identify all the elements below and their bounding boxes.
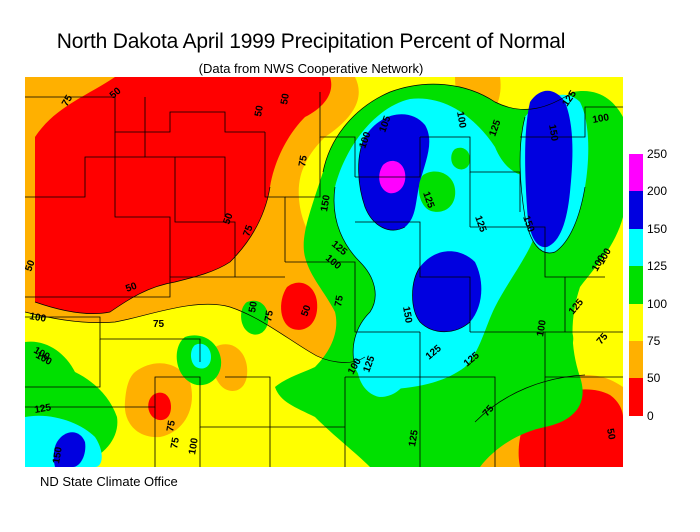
red-region-southwest bbox=[148, 392, 171, 421]
contour-lines bbox=[25, 83, 586, 423]
contour-label: 150 bbox=[51, 446, 65, 465]
county-line bbox=[225, 376, 345, 428]
county-line bbox=[419, 332, 496, 422]
legend-bands bbox=[629, 154, 643, 416]
county-line bbox=[520, 106, 623, 138]
legend-tick: 150 bbox=[647, 222, 667, 236]
legend-band-125-150 bbox=[629, 229, 643, 266]
map-title: North Dakota April 1999 Precipitation Pe… bbox=[56, 30, 566, 53]
cyan-region-central-small bbox=[190, 343, 211, 369]
county-line bbox=[114, 132, 171, 277]
legend-tick: 0 bbox=[647, 409, 654, 423]
blue-region-southwest bbox=[53, 432, 86, 467]
contour-label: 75 bbox=[165, 419, 178, 432]
contour-label: 75 bbox=[263, 309, 276, 322]
contour-label: 75 bbox=[333, 294, 346, 307]
legend-band-150-200 bbox=[629, 191, 643, 229]
contour-label: 50 bbox=[279, 92, 292, 105]
legend-band-0-50 bbox=[629, 378, 643, 416]
legend-tick: 100 bbox=[647, 297, 667, 311]
county-line bbox=[470, 331, 623, 378]
red-region-central bbox=[281, 282, 318, 330]
green-spot-central bbox=[418, 171, 456, 212]
contour-line bbox=[412, 266, 471, 333]
contour-label: 150 bbox=[400, 306, 414, 325]
contour-line bbox=[474, 374, 586, 423]
blue-region-east bbox=[525, 90, 573, 248]
contour-label: 50 bbox=[299, 303, 313, 318]
county-line bbox=[144, 97, 226, 217]
county-line bbox=[285, 137, 321, 198]
county-line bbox=[25, 376, 270, 428]
contour-label: 150 bbox=[546, 124, 560, 143]
county-line bbox=[319, 92, 356, 177]
contour-label: 125 bbox=[34, 402, 53, 416]
contour-label: 75 bbox=[60, 93, 75, 109]
contour-label: 50 bbox=[124, 281, 139, 295]
contour-line bbox=[322, 83, 574, 173]
orange-region-central-south bbox=[212, 344, 248, 391]
contour-label: 50 bbox=[247, 300, 260, 313]
contour-label: 75 bbox=[241, 223, 255, 238]
legend-band-50-75 bbox=[629, 341, 643, 378]
contour-label: 75 bbox=[169, 436, 182, 449]
county-line bbox=[25, 96, 265, 133]
contour-line bbox=[34, 186, 271, 314]
legend-tick: 75 bbox=[647, 334, 661, 348]
credit-footer: ND State Climate Office bbox=[40, 474, 178, 489]
county-line bbox=[25, 339, 101, 388]
green-spot-north bbox=[451, 147, 471, 170]
county-line bbox=[355, 221, 471, 332]
legend-ticks: 250 200 150 125 100 75 50 0 bbox=[647, 148, 667, 423]
color-legend: 250 200 150 125 100 75 50 0 bbox=[629, 148, 667, 423]
contour-label: 100 bbox=[592, 112, 611, 126]
contour-line bbox=[25, 303, 366, 363]
legend-band-200-250 bbox=[629, 154, 643, 191]
legend-tick: 125 bbox=[647, 259, 667, 273]
contour-line bbox=[519, 116, 586, 254]
red-region-northwest bbox=[35, 77, 332, 314]
cyan-region-south-central bbox=[357, 333, 411, 397]
contour-label: 50 bbox=[253, 104, 266, 117]
contour-label: 150 bbox=[319, 194, 333, 213]
county-boundaries bbox=[25, 92, 623, 467]
contour-label: 100 bbox=[28, 311, 47, 325]
contour-label: 100 bbox=[535, 319, 549, 338]
contour-label: 50 bbox=[25, 258, 38, 273]
contour-label: 100 bbox=[187, 437, 201, 456]
blue-region-south-central bbox=[412, 251, 482, 332]
contour-line bbox=[333, 186, 376, 368]
precipitation-map: 75 50 50 50 75 150 100 105 100 125 150 1… bbox=[25, 77, 623, 467]
contour-label: 50 bbox=[221, 211, 235, 226]
contour-label: 75 bbox=[153, 319, 165, 330]
map-subtitle: (Data from NWS Cooperative Network) bbox=[198, 61, 424, 76]
contour-line bbox=[358, 136, 406, 231]
contour-label: 50 bbox=[604, 428, 617, 441]
contour-label: 100 bbox=[454, 111, 468, 130]
county-line bbox=[25, 276, 285, 298]
legend-tick: 50 bbox=[647, 371, 661, 385]
county-line bbox=[285, 261, 420, 333]
county-line bbox=[174, 157, 236, 277]
county-line bbox=[264, 132, 286, 262]
legend-tick: 200 bbox=[647, 184, 667, 198]
contour-label: 75 bbox=[297, 154, 310, 167]
county-line bbox=[355, 137, 421, 178]
legend-band-75-100 bbox=[629, 304, 643, 341]
legend-band-100-125 bbox=[629, 266, 643, 304]
legend-tick: 250 bbox=[647, 148, 667, 161]
contour-label: 125 bbox=[407, 429, 421, 448]
